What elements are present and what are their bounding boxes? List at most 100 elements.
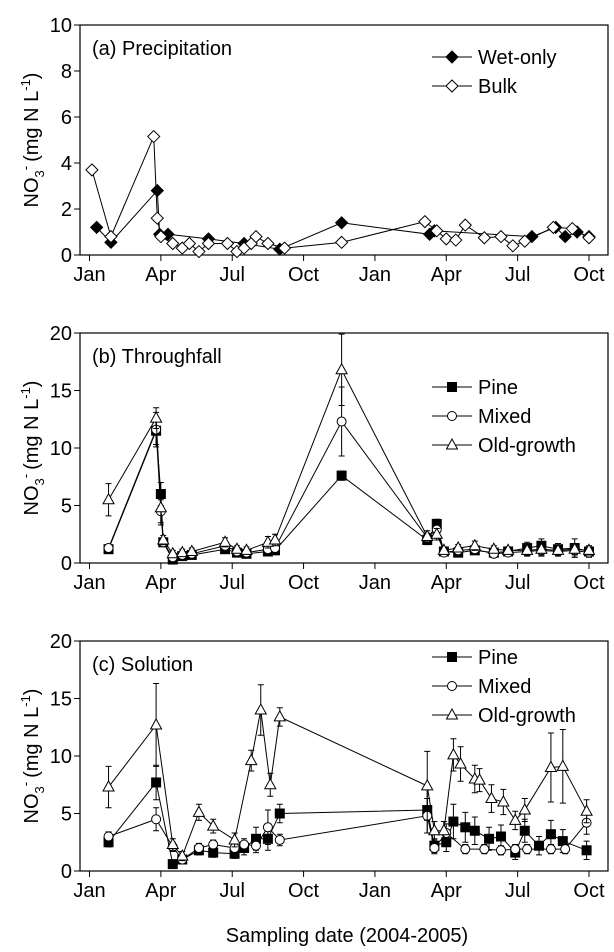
y-tick-label: 20 <box>50 323 72 345</box>
marker <box>218 535 232 547</box>
marker <box>510 844 521 855</box>
marker <box>454 757 467 769</box>
y-label-part: (mg N L <box>21 707 43 778</box>
marker <box>473 773 486 785</box>
x-tick-label: Jul <box>219 880 245 902</box>
legend-marker <box>445 707 459 720</box>
marker <box>556 759 570 771</box>
marker <box>420 778 434 791</box>
x-tick-label: Jan <box>359 880 391 902</box>
legend-label: Wet-only <box>478 47 557 69</box>
legend-marker <box>447 652 457 662</box>
y-label-part: 3 <box>32 478 47 485</box>
marker <box>501 543 515 555</box>
marker <box>254 702 268 715</box>
x-tick-label: Apr <box>145 880 176 902</box>
marker <box>147 129 161 144</box>
y-tick-label: 5 <box>61 804 72 826</box>
marker <box>485 791 498 804</box>
legend-label: Pine <box>478 647 518 669</box>
marker <box>230 542 244 554</box>
marker <box>154 229 168 244</box>
y-label-part: NO <box>21 485 43 515</box>
marker <box>262 822 273 833</box>
y-tick-label: 15 <box>50 689 72 711</box>
legend-label: Bulk <box>478 76 518 98</box>
marker <box>520 543 534 555</box>
x-tick-label: Jul <box>219 264 245 286</box>
x-tick-label: Apr <box>431 572 462 594</box>
marker <box>497 794 510 807</box>
marker <box>89 220 104 235</box>
marker <box>534 840 545 851</box>
x-tick-label: Jul <box>505 572 531 594</box>
marker <box>430 527 444 539</box>
marker <box>151 814 162 825</box>
legend-label: Old-growth <box>478 435 576 457</box>
marker <box>102 492 115 505</box>
marker <box>582 543 596 555</box>
y-axis-label: NO3- (mg N L-1) <box>18 381 47 516</box>
marker <box>277 241 292 255</box>
marker <box>240 543 253 555</box>
x-tick-label: Oct <box>573 264 605 286</box>
marker <box>335 362 348 375</box>
marker <box>201 236 216 251</box>
marker <box>268 532 282 545</box>
y-tick-label: 20 <box>50 631 72 653</box>
legend-marker <box>447 411 457 421</box>
marker <box>166 546 180 559</box>
y-label-part: - <box>18 474 33 478</box>
x-tick-label: Jul <box>219 572 245 594</box>
marker <box>439 232 453 246</box>
y-tick-label: 10 <box>50 746 72 768</box>
marker <box>102 780 115 792</box>
marker <box>228 832 241 845</box>
marker <box>166 236 180 251</box>
legend-label: Old-growth <box>478 705 576 727</box>
x-tick-label: Jan <box>73 880 105 902</box>
marker <box>519 825 530 836</box>
marker <box>239 839 250 850</box>
marker <box>156 532 170 545</box>
marker <box>460 844 471 855</box>
marker <box>565 221 580 236</box>
x-tick-label: Apr <box>431 264 462 286</box>
y-label-part: (mg N L <box>21 399 43 470</box>
marker <box>334 216 349 230</box>
x-tick-label: Jan <box>73 572 105 594</box>
y-tick-label: 2 <box>61 199 72 221</box>
legend-marker <box>447 382 457 392</box>
marker <box>182 236 197 251</box>
y-tick-label: 4 <box>61 153 72 175</box>
marker <box>495 831 506 842</box>
marker <box>458 218 473 232</box>
y-tick-label: 6 <box>61 107 72 129</box>
marker <box>430 224 444 238</box>
y-label-part: 3 <box>32 786 47 793</box>
x-tick-label: Jan <box>359 572 391 594</box>
marker <box>263 777 277 790</box>
y-label-part: - <box>18 782 33 786</box>
marker <box>558 229 572 244</box>
marker <box>428 823 441 836</box>
marker <box>448 816 459 827</box>
marker <box>206 819 220 831</box>
marker <box>261 236 275 251</box>
marker <box>274 808 285 819</box>
marker <box>208 839 219 850</box>
y-axis-label: NO3- (mg N L-1) <box>18 689 47 824</box>
marker <box>449 233 463 247</box>
marker <box>273 709 287 722</box>
marker <box>149 717 163 730</box>
marker <box>150 183 165 198</box>
marker <box>484 833 495 844</box>
marker <box>581 845 592 856</box>
marker <box>560 844 571 855</box>
marker <box>580 804 593 816</box>
marker <box>437 543 451 555</box>
marker <box>535 542 548 554</box>
series-line <box>108 709 588 858</box>
x-tick-label: Oct <box>288 572 320 594</box>
marker <box>545 844 556 855</box>
